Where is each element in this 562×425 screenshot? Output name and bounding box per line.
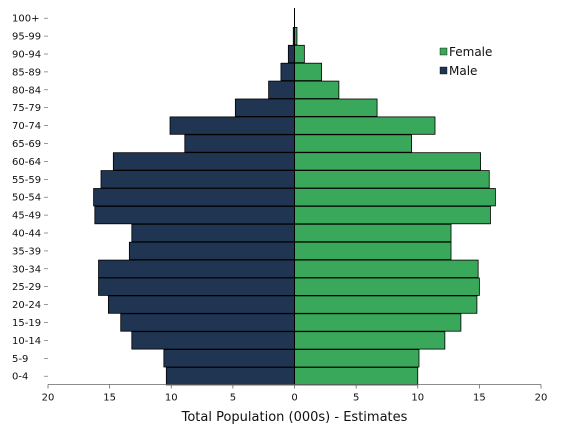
bar-female-25-29: [294, 277, 480, 296]
bar-female-0-4: [294, 367, 419, 386]
bar-female-20-24: [294, 295, 478, 314]
bar-male-70-74: [169, 116, 295, 135]
legend: Female Male: [439, 45, 492, 78]
bar-male-5-9: [163, 349, 295, 368]
bar-female-70-74: [294, 116, 436, 135]
y-tick-label: 10-14: [12, 336, 41, 347]
y-tick-label: 75-79: [12, 103, 41, 114]
bar-female-5-9: [294, 349, 420, 368]
bar-male-15-19: [120, 313, 295, 332]
bar-female-35-39: [294, 241, 452, 260]
bar-female-50-54: [294, 188, 496, 207]
y-tick-label: 80-84: [12, 85, 41, 96]
bar-female-15-19: [294, 313, 462, 332]
y-tick-label: 5-9: [12, 354, 28, 365]
y-tick-label: 65-69: [12, 139, 41, 150]
x-tick-label: 20: [535, 393, 548, 404]
legend-swatch-female: [439, 47, 448, 56]
x-tick-label: 0: [291, 393, 297, 404]
y-tick-label: 85-89: [12, 67, 41, 78]
bar-male-45-49: [94, 205, 295, 225]
bar-male-0-4: [165, 367, 295, 386]
bar-female-60-64: [294, 152, 482, 171]
x-tick-label: 15: [103, 393, 116, 404]
x-tick-label: 20: [42, 393, 55, 404]
bar-male-75-79: [234, 98, 295, 117]
y-tick-label: 25-29: [12, 282, 41, 293]
y-tick-label: 20-24: [12, 300, 41, 311]
axes-layer: [44, 8, 542, 389]
bar-male-20-24: [107, 295, 295, 314]
x-tick-label: 5: [230, 393, 236, 404]
legend-label-male: Male: [449, 64, 477, 78]
bar-female-55-59: [294, 170, 490, 189]
labels-layer: 0-4 5-9 10-14 15-19 20-24 25-29 30-34 35-39 40-4…: [12, 14, 547, 425]
x-tick-label: 5: [353, 393, 359, 404]
y-tick-label: 50-54: [12, 193, 41, 204]
y-tick-label: 90-94: [12, 50, 41, 61]
bar-male-85-89: [280, 62, 295, 82]
y-tick-label: 55-59: [12, 175, 41, 186]
bar-female-10-14: [294, 331, 446, 350]
y-tick-label: 100+: [12, 14, 39, 25]
bar-male-90-94: [287, 44, 295, 64]
y-tick-label: 0-4: [12, 372, 28, 383]
bar-male-80-84: [268, 80, 295, 99]
y-tick-label: 45-49: [12, 211, 41, 222]
y-tick-label: 60-64: [12, 157, 41, 168]
bar-female-75-79: [294, 98, 378, 117]
bar-male-55-59: [100, 170, 295, 189]
bar-male-10-14: [131, 331, 295, 350]
bar-male-60-64: [112, 152, 295, 171]
bar-male-65-69: [184, 134, 295, 153]
legend-label-female: Female: [449, 45, 492, 59]
bar-female-85-89: [294, 62, 323, 82]
bar-female-65-69: [294, 134, 412, 153]
y-tick-label: 95-99: [12, 32, 41, 43]
bar-male-35-39: [128, 241, 295, 260]
y-tick-label: 70-74: [12, 121, 41, 132]
y-tick-label: 15-19: [12, 318, 41, 329]
bar-male-25-29: [98, 277, 295, 296]
bar-female-80-84: [294, 80, 340, 99]
x-tick-label: 15: [473, 393, 486, 404]
bar-male-40-44: [131, 223, 295, 243]
y-tick-label: 30-34: [12, 264, 41, 275]
bar-male-30-34: [98, 259, 295, 278]
bar-male-50-54: [93, 188, 295, 207]
x-tick-label: 10: [165, 393, 178, 404]
y-tick-label: 40-44: [12, 229, 41, 240]
legend-swatch-male: [439, 66, 448, 75]
bar-female-45-49: [294, 205, 491, 225]
bar-female-40-44: [294, 223, 452, 243]
x-axis-title: Total Population (000s) - Estimates: [181, 410, 408, 425]
bar-female-30-34: [294, 259, 479, 278]
y-tick-label: 35-39: [12, 246, 41, 257]
x-tick-label: 10: [411, 393, 424, 404]
bar-female-90-94: [294, 44, 305, 64]
